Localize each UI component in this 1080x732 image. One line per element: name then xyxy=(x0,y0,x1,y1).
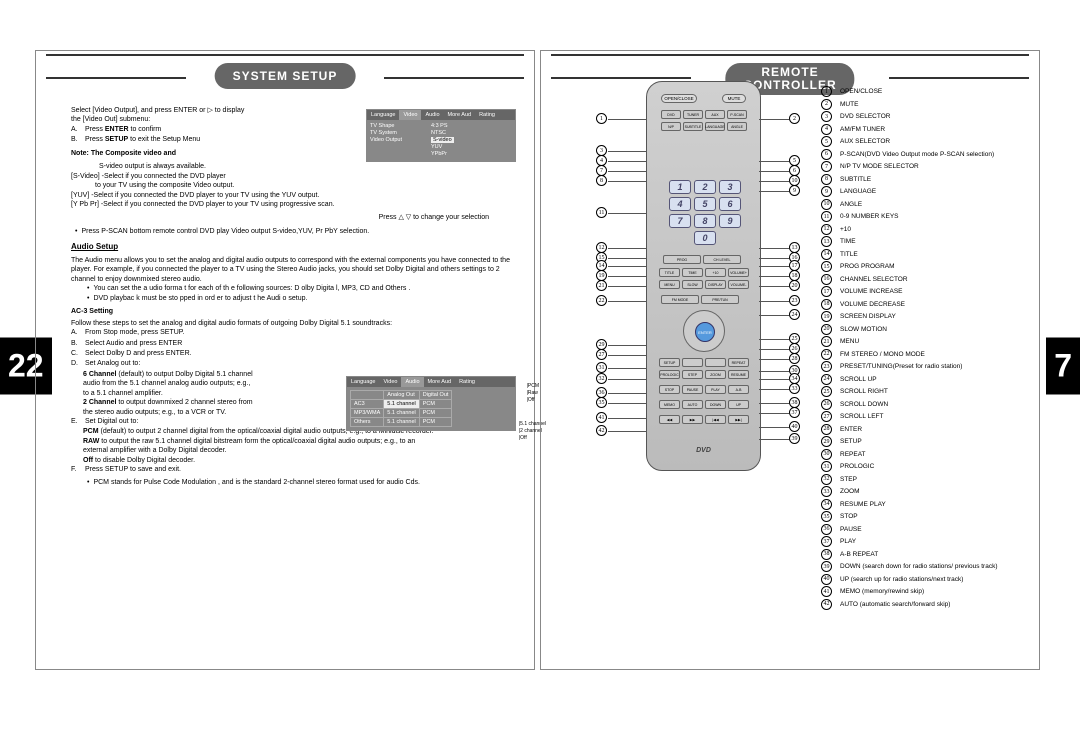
text: Select Audio and press ENTER xyxy=(85,339,182,348)
hint: Press △ ▽ to change your selection xyxy=(71,213,489,222)
btn-mute: MUTE xyxy=(722,94,746,103)
text: to your TV using the composite Video out… xyxy=(95,181,519,190)
rule xyxy=(384,77,524,79)
text: Press SETUP to exit the Setup Menu xyxy=(85,135,200,144)
text: Follow these steps to set the analog and… xyxy=(71,319,519,328)
dvd-logo: DVD xyxy=(696,447,711,454)
page-number-right: 7 xyxy=(1046,338,1080,395)
rule xyxy=(46,77,186,79)
text: Set Digital out to: xyxy=(85,417,138,426)
text: PCM stands for Pulse Code Modulation , a… xyxy=(93,478,419,487)
text: [S-Video] -Select if you connected the D… xyxy=(71,172,519,181)
osd-menu-audio: LanguageVideoAudioMore AudRating Analog … xyxy=(346,376,516,431)
legend-list: 1OPEN/CLOSE2MUTE3DVD SELECTOR4AM/FM TUNE… xyxy=(821,86,1029,611)
header-system-setup: SYSTEM SETUP xyxy=(215,63,356,89)
text: Press P-SCAN bottom remote control DVD p… xyxy=(81,227,369,236)
nav-ring: ENTER xyxy=(683,310,725,352)
text: external amplifier with a Dolby Digital … xyxy=(83,446,519,455)
text: The Audio menu allows you to set the ana… xyxy=(71,256,519,284)
btn-enter: ENTER xyxy=(695,322,715,342)
osd-menu-video: LanguageVideoAudioMore AudRating TV Shap… xyxy=(366,109,516,162)
audio-table: Analog OutDigital OutAC35.1 channelPCMMP… xyxy=(350,390,452,427)
rule xyxy=(551,77,691,79)
rule xyxy=(551,54,1029,56)
text: You can set the a udio forma t for each … xyxy=(93,284,410,293)
rule xyxy=(46,54,524,56)
left-page: SYSTEM SETUP Select [Video Output], and … xyxy=(35,50,535,670)
text: Select Dolby D and press ENTER. xyxy=(85,349,192,358)
remote-illustration: OPEN/CLOSE MUTE DVDTUNERAUXP-SCAN N/PSUB… xyxy=(646,81,761,471)
ac3-heading: AC-3 Setting xyxy=(71,307,519,316)
text: [YUV] -Select if you connected the DVD p… xyxy=(71,191,519,200)
number-pad: 1234567890 xyxy=(669,180,741,245)
note: Note: The Composite video and xyxy=(71,150,176,157)
text: From Stop mode, press SETUP. xyxy=(85,328,184,337)
text: [Y Pb Pr] -Select if you connected the D… xyxy=(71,200,519,209)
text: Set Analog out to: xyxy=(85,359,140,368)
text: DVD playbac k must be sto pped in ord er… xyxy=(93,294,307,303)
section-audio-setup: Audio Setup xyxy=(71,242,519,253)
text: Press ENTER to confirm xyxy=(85,125,161,134)
side-list: |PCM|Raw|Off xyxy=(527,383,539,404)
text: Press SETUP to save and exit. xyxy=(85,465,181,474)
right-page: REMOTECONTROLLER OPEN/CLOSE MUTE DVDTUNE… xyxy=(540,50,1040,670)
text: S-video output is always available. xyxy=(99,162,519,171)
btn-open-close: OPEN/CLOSE xyxy=(661,94,697,103)
rule xyxy=(889,77,1029,79)
